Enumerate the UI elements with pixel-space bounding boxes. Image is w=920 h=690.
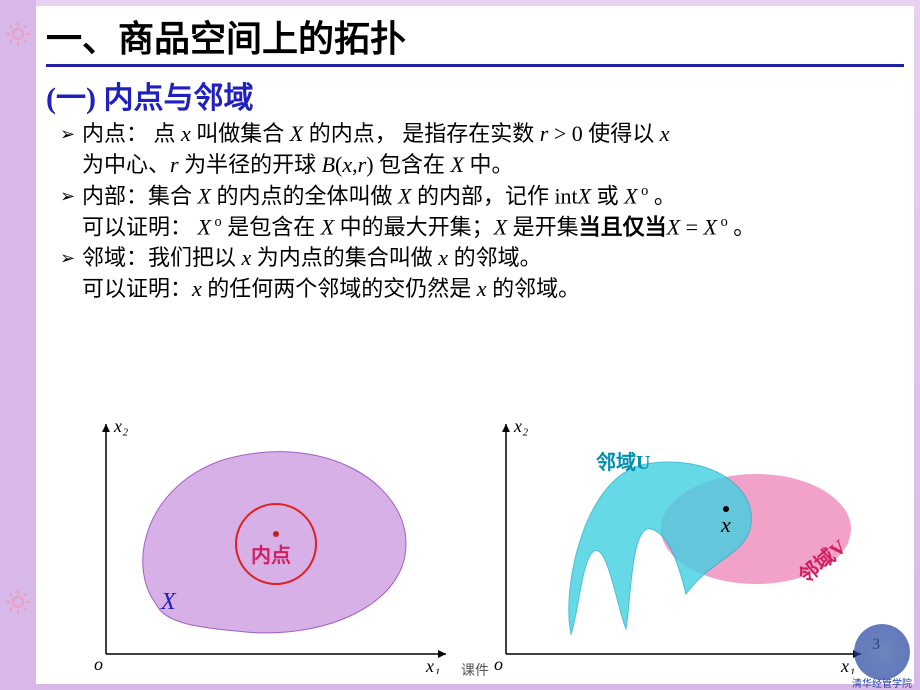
- gear-icon: [6, 590, 30, 614]
- point-x-label: x: [720, 512, 731, 537]
- bullet-text: 内点： 点 x 叫做集合 X 的内点， 是指存在实数 r > 0 使得以 x: [82, 119, 900, 150]
- bullet-neighborhood: ➢ 邻域：我们把以 x 为内点的集合叫做 x 的邻域。: [60, 243, 900, 274]
- bullet-marker: ➢: [60, 243, 82, 274]
- set-blob: [143, 452, 406, 633]
- inner-point-label: 内点: [251, 543, 291, 567]
- slide-body: 一、商品空间上的拓扑 (一) 内点与邻域 ➢ 内点： 点 x 叫做集合 X 的内…: [36, 6, 914, 684]
- school-logo-text: 清华经管学院: [852, 675, 912, 690]
- gear-icon: [6, 22, 30, 46]
- bullet-continuation: 可以证明： X o 是包含在 X 中的最大开集；X 是开集当且仅当X = X o…: [60, 212, 900, 243]
- neighborhood-u: [569, 462, 751, 634]
- y-arrow-icon: [502, 424, 510, 432]
- bullet-text: 内部：集合 X 的内点的全体叫做 X 的内部，记作 intX 或 X o 。: [82, 181, 900, 212]
- figure-interior-point: 内点 X o x₁ x₂: [66, 414, 466, 674]
- bullet-text: 邻域：我们把以 x 为内点的集合叫做 x 的邻域。: [82, 243, 900, 274]
- origin-label: o: [494, 654, 503, 674]
- content-area: ➢ 内点： 点 x 叫做集合 X 的内点， 是指存在实数 r > 0 使得以 x…: [36, 117, 914, 305]
- title-bar: 一、商品空间上的拓扑: [36, 6, 914, 67]
- interior-point-dot: [273, 531, 279, 537]
- school-logo-icon: [854, 624, 910, 680]
- x-axis-label: x₁: [840, 656, 855, 674]
- figure-neighborhood: x 邻域U 邻域V o x₁ x₂: [476, 414, 876, 674]
- bullet-marker: ➢: [60, 181, 82, 212]
- origin-label: o: [94, 654, 103, 674]
- figures-row: 内点 X o x₁ x₂: [36, 404, 914, 674]
- main-title: 一、商品空间上的拓扑: [46, 10, 904, 67]
- y-axis-label: x₂: [513, 416, 528, 436]
- y-arrow-icon: [102, 424, 110, 432]
- bullet-continuation: 为中心、r 为半径的开球 B(x,r) 包含在 X 中。: [60, 150, 900, 181]
- left-decoration-strip: [0, 0, 36, 690]
- figure-svg: x 邻域U 邻域V o x₁ x₂: [476, 414, 876, 674]
- bullet-interior-point: ➢ 内点： 点 x 叫做集合 X 的内点， 是指存在实数 r > 0 使得以 x: [60, 119, 900, 150]
- slide-frame: 一、商品空间上的拓扑 (一) 内点与邻域 ➢ 内点： 点 x 叫做集合 X 的内…: [0, 0, 920, 690]
- bullet-interior: ➢ 内部：集合 X 的内点的全体叫做 X 的内部，记作 intX 或 X o 。: [60, 181, 900, 212]
- y-axis-label: x₂: [113, 416, 128, 436]
- sub-title: (一) 内点与邻域: [36, 67, 914, 117]
- set-label: X: [160, 589, 177, 615]
- bullet-marker: ➢: [60, 119, 82, 150]
- u-label: 邻域U: [596, 450, 650, 474]
- x-axis-label: x₁: [425, 656, 440, 674]
- bullet-continuation: 可以证明：x 的任何两个邻域的交仍然是 x 的邻域。: [60, 274, 900, 305]
- footer-label: 课件: [461, 660, 489, 680]
- figure-svg: 内点 X o x₁ x₂: [66, 414, 466, 674]
